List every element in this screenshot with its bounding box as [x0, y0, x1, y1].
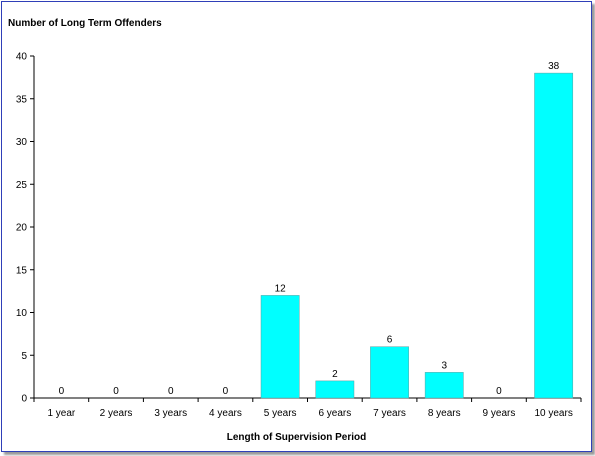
data-label: 0: [59, 386, 65, 397]
x-tick-label: 4 years: [209, 408, 242, 419]
x-axis-title: Length of Supervision Period: [226, 432, 367, 443]
data-label: 12: [275, 283, 287, 294]
y-tick-label: 5: [21, 351, 27, 362]
y-tick-label: 25: [16, 180, 28, 191]
y-axis-title: Number of Long Term Offenders: [8, 18, 162, 29]
x-tick-label: 3 years: [154, 408, 187, 419]
y-tick-label: 10: [16, 308, 28, 319]
data-label: 6: [387, 335, 393, 346]
x-tick-label: 5 years: [264, 408, 297, 419]
y-tick-label: 30: [16, 137, 28, 148]
data-label: 2: [332, 369, 338, 380]
x-tick-label: 2 years: [100, 408, 133, 419]
y-tick-label: 40: [16, 52, 28, 63]
y-tick-label: 0: [21, 394, 27, 405]
bar-6-years: [315, 380, 355, 399]
data-label: 38: [548, 61, 560, 72]
x-tick-label: 1 year: [47, 408, 75, 419]
bar-5-years: [260, 295, 300, 399]
x-tick-label: 6 years: [318, 408, 351, 419]
y-tick-label: 20: [16, 223, 28, 234]
y-tick-label: 35: [16, 94, 28, 105]
data-label: 0: [496, 386, 502, 397]
x-tick-label: 7 years: [373, 408, 406, 419]
data-label: 0: [168, 386, 174, 397]
data-label: 0: [223, 386, 229, 397]
x-tick-label: 8 years: [428, 408, 461, 419]
data-label: 0: [113, 386, 119, 397]
bar-8-years: [424, 372, 464, 399]
x-tick-label: 9 years: [483, 408, 516, 419]
x-tick-label: 10 years: [534, 408, 572, 419]
bar-7-years: [370, 346, 409, 399]
data-label: 3: [441, 360, 447, 371]
bar-10-years: [534, 72, 574, 399]
y-tick-label: 15: [16, 265, 28, 276]
